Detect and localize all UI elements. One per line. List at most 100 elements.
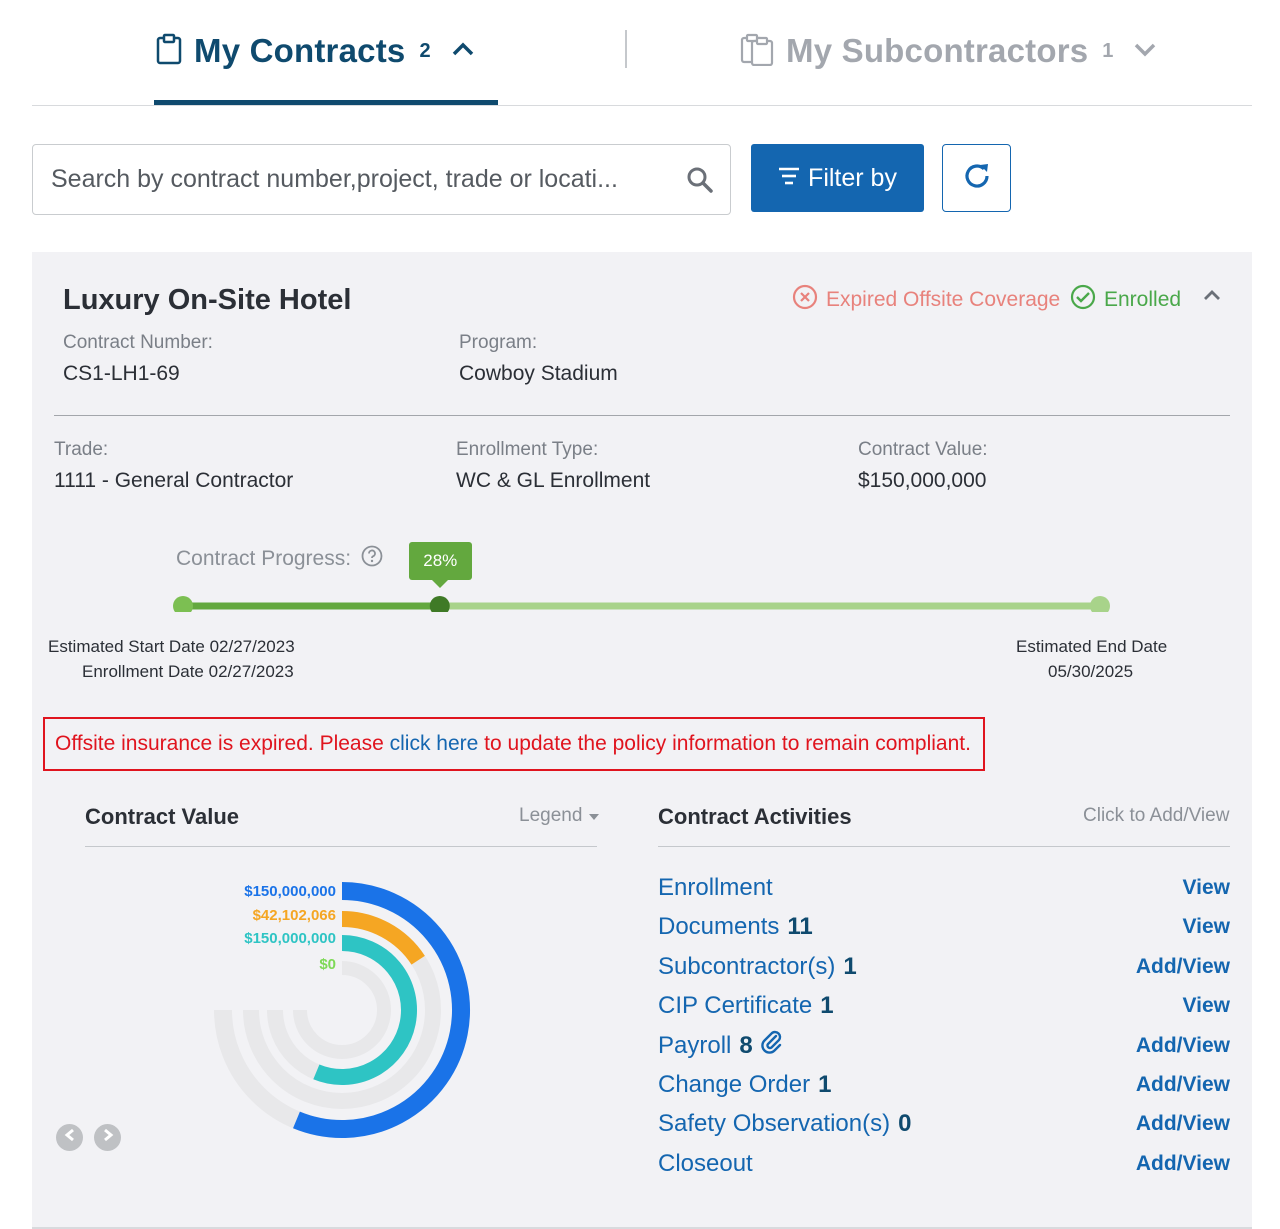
activity-label: Safety Observation(s) [658,1110,891,1138]
activity-action-link[interactable]: Add/View [1135,1151,1230,1175]
contract-progress-label-text: Contract Progress: [176,547,352,570]
ring-label-4: $0 [319,956,336,973]
check-circle-icon [1070,284,1096,316]
legend-dropdown[interactable]: Legend [519,805,600,827]
contract-value-radial-chart [214,882,470,1138]
activity-name[interactable]: Enrollment [658,874,773,902]
activity-row: Subcontractor(s) 1 Add/View [658,949,1230,985]
search-box [32,144,731,215]
filter-lines-icon [778,164,800,193]
activity-row: CIP Certificate 1 View [658,988,1230,1024]
filter-button-label: Filter by [808,163,897,192]
chevron-down-icon [1133,41,1157,62]
contract-value-divider [85,846,597,847]
search-input[interactable] [51,165,671,194]
alert-text-before: Offsite insurance is expired. Please [55,732,384,755]
estimated-start-date: Estimated Start Date 02/27/2023 [48,637,295,656]
activity-name[interactable]: Subcontractor(s) 1 [658,953,857,981]
activity-name[interactable]: Documents 11 [658,913,813,941]
activity-action-link[interactable]: Add/View [1135,954,1230,978]
ring-label-2: $42,102,066 [252,907,336,924]
program-label: Program: [459,332,538,353]
trade-value: 1111 - General Contractor [54,469,294,492]
activity-count: 8 [739,1031,753,1059]
enrollment-type-value: WC & GL Enrollment [456,469,651,492]
x-circle-icon [792,284,818,316]
progress-end-dot [1090,596,1110,612]
refresh-button[interactable] [942,144,1011,212]
status-enrolled-label: Enrolled [1104,288,1182,311]
contract-number-value: CS1-LH1-69 [63,362,180,385]
tab-divider [625,30,627,68]
active-tab-indicator [154,100,498,105]
activity-action-link[interactable]: Add/View [1135,1073,1230,1096]
chevron-left-icon [64,1128,76,1147]
ring-track-4 [293,961,391,1059]
contract-value-value: $150,000,000 [858,469,987,492]
clipboard-icon [156,33,182,70]
help-circle-icon[interactable] [361,545,383,573]
activity-row: Payroll 8 Add/View [658,1028,1230,1064]
contract-number-label: Contract Number: [63,332,213,353]
tab-my-contracts-label: My Contracts [194,32,406,69]
tab-my-contracts[interactable]: My Contracts 2 [156,26,475,76]
contract-title: Luxury On-Site Hotel [63,284,352,316]
activity-action-link[interactable]: Add/View [1135,1033,1230,1057]
activity-count: 1 [820,992,834,1020]
paperclip-icon[interactable] [760,1030,783,1061]
activity-label: CIP Certificate [658,992,813,1020]
activity-name[interactable]: Safety Observation(s) 0 [658,1110,911,1138]
activity-count: 1 [843,952,857,980]
progress-percent-badge: 28% [408,542,472,580]
program-value: Cowboy Stadium [459,362,618,385]
activities-hint: Click to Add/View [1083,805,1230,826]
progress-current-dot [429,596,450,612]
chart-next-button[interactable] [94,1124,121,1151]
activity-name[interactable]: Closeout [658,1150,753,1178]
trade-field: Trade: 1111 - General Contractor [54,439,293,493]
activity-name[interactable]: CIP Certificate 1 [658,992,834,1020]
filter-button[interactable]: Filter by [751,144,924,212]
ring-bar-3[interactable] [313,935,417,1085]
activity-name[interactable]: Change Order 1 [658,1071,831,1099]
activity-action-link[interactable]: View [1182,876,1230,899]
contract-card: Luxury On-Site Hotel Expired Offsite Cov… [32,252,1252,1229]
activity-label: Change Order [658,1071,811,1098]
activity-count: 0 [898,1110,912,1138]
search-icon[interactable] [686,166,714,199]
activity-action-link[interactable]: View [1182,994,1230,1018]
offsite-insurance-alert: Offsite insurance is expired. Please cli… [43,717,985,771]
card-collapse-chevron-icon[interactable] [1202,288,1222,307]
contract-tabs: My Contracts 2 My Subcontractors 1 [32,0,1252,106]
alert-text-after: to update the policy information to rema… [484,732,971,755]
caret-down-icon [588,805,600,827]
status-expired-offsite: Expired Offsite Coverage [792,284,1060,316]
activity-label: Payroll [658,1031,732,1059]
tab-my-subcontractors[interactable]: My Subcontractors 1 [740,26,1157,76]
activity-action-link[interactable]: Add/View [1135,1112,1230,1136]
program-field: Program: Cowboy Stadium [459,332,618,386]
activity-label: Enrollment [658,874,773,901]
enrollment-type-label: Enrollment Type: [456,439,599,460]
update-policy-link[interactable]: click here [389,732,479,755]
progress-start-dot [173,596,193,612]
tab-my-contracts-count: 2 [419,39,431,62]
enrollment-type-field: Enrollment Type: WC & GL Enrollment [456,439,650,493]
contract-number-field: Contract Number: CS1-LH1-69 [63,332,213,386]
activity-action-link[interactable]: View [1182,915,1230,939]
contract-progress-label: Contract Progress: [176,545,383,573]
enrollment-date: Enrollment Date 02/27/2023 [82,662,294,681]
activity-row: Change Order 1 Add/View [658,1067,1230,1103]
activity-name[interactable]: Payroll 8 [658,1030,783,1061]
trade-label: Trade: [54,439,109,460]
chart-prev-button[interactable] [56,1124,83,1151]
legend-dropdown-label: Legend [519,805,583,826]
activity-label: Documents [658,913,780,941]
activity-row: Enrollment View [658,870,1230,906]
chevron-up-icon [451,41,475,62]
ring-bar-1[interactable] [293,882,470,1138]
status-expired-label: Expired Offsite Coverage [826,288,1061,311]
progress-badge-pointer [430,579,449,588]
ring-label-1: $150,000,000 [244,883,336,900]
ring-bar-2[interactable] [341,911,425,965]
